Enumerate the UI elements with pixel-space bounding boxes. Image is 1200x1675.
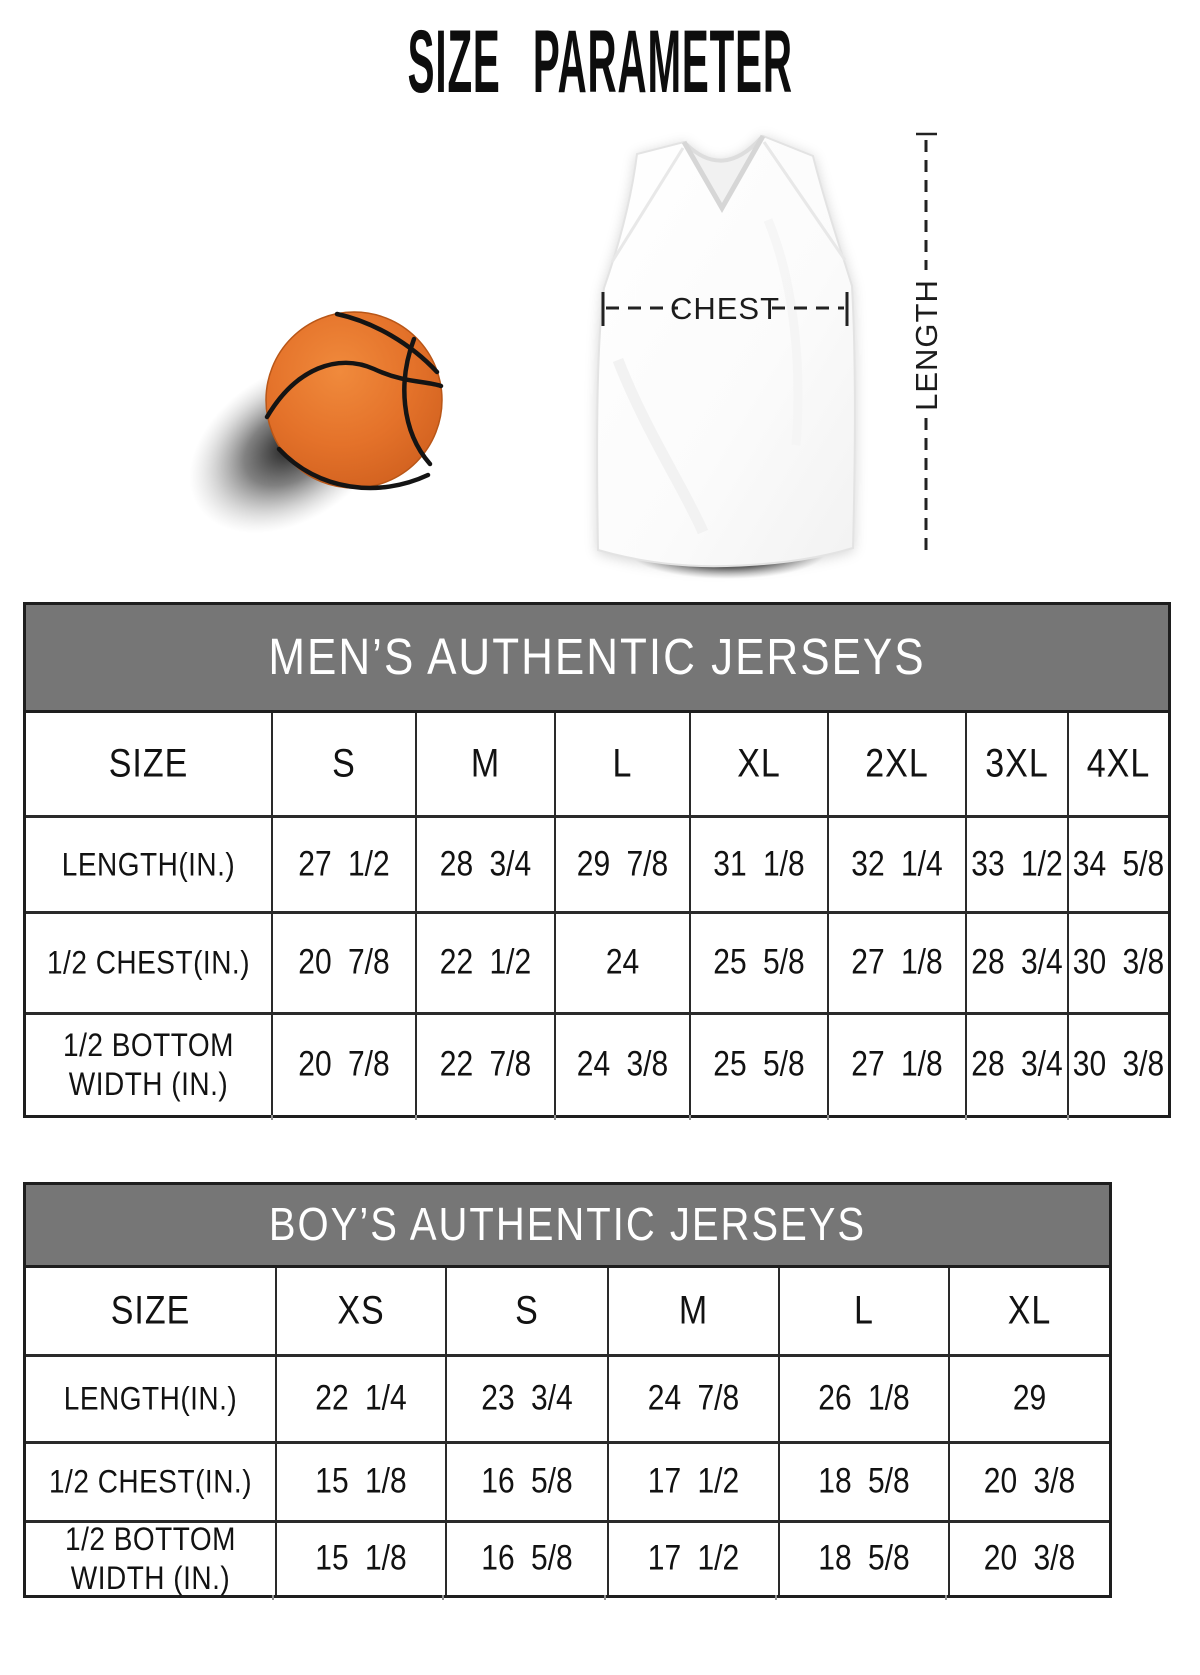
- chest-dimension-line: CHEST: [601, 291, 849, 326]
- mens-table-title: MEN’S AUTHENTIC JERSEYS: [268, 628, 926, 686]
- grid-tick-mark: [604, 1595, 606, 1600]
- value-cell: 26 1/8: [778, 1354, 948, 1441]
- table-header-cell: SIZE: [26, 713, 271, 815]
- value-cell: 28 3/4: [415, 815, 554, 911]
- value-cell: 22 1/4: [275, 1354, 445, 1441]
- grid-tick-mark: [689, 1115, 691, 1120]
- value-cell: 18 5/8: [778, 1520, 948, 1595]
- grid-tick-mark: [415, 1115, 417, 1120]
- boys-table-title-band: BOY’S AUTHENTIC JERSEYS: [26, 1185, 1109, 1268]
- grid-tick-mark: [272, 1595, 274, 1600]
- value-cell: 17 1/2: [607, 1441, 778, 1520]
- boys-size-table: BOY’S AUTHENTIC JERSEYS SIZE XS S M L XL…: [23, 1182, 1112, 1601]
- value-cell: 15 1/8: [275, 1520, 445, 1595]
- value-cell: 22 7/8: [415, 1012, 554, 1115]
- table-header-cell: SIZE: [26, 1268, 275, 1354]
- page-title-text: SIZE PARAMETER: [407, 14, 793, 113]
- value-cell: 15 1/8: [275, 1441, 445, 1520]
- grid-tick-marks: [26, 1115, 1168, 1121]
- table-header-cell: 3XL: [965, 713, 1067, 815]
- table-header-cell: 4XL: [1067, 713, 1168, 815]
- basketball-icon: [264, 311, 444, 491]
- row-label-cell: 1/2 CHEST(IN.): [26, 911, 271, 1012]
- chest-label: CHEST: [670, 291, 780, 326]
- value-cell: 24: [554, 911, 689, 1012]
- value-cell: 28 3/4: [965, 1012, 1067, 1115]
- grid-tick-mark: [554, 1115, 556, 1120]
- row-label-cell: 1/2 BOTTOM WIDTH (IN.): [26, 1520, 275, 1596]
- table-header-cell: XL: [689, 713, 827, 815]
- boys-size-grid: SIZE XS S M L XL LENGTH(IN.) 22 1/4 23 3…: [26, 1268, 1109, 1596]
- mens-size-table: MEN’S AUTHENTIC JERSEYS SIZE S M L XL 2X…: [23, 602, 1171, 1121]
- table-header-cell: XS: [275, 1268, 445, 1354]
- table-header-cell: M: [607, 1268, 778, 1354]
- value-cell: 32 1/4: [827, 815, 965, 911]
- boys-table-title: BOY’S AUTHENTIC JERSEYS: [268, 1199, 867, 1250]
- table-header-cell: M: [415, 713, 554, 815]
- value-cell: 34 5/8: [1067, 815, 1168, 911]
- value-cell: 29: [948, 1354, 1109, 1441]
- value-cell: 22 1/2: [415, 911, 554, 1012]
- row-label-cell: 1/2 CHEST(IN.): [26, 1441, 275, 1520]
- value-cell: 31 1/8: [689, 815, 827, 911]
- jersey-graphic: [596, 134, 856, 568]
- value-cell: 29 7/8: [554, 815, 689, 911]
- grid-tick-mark: [775, 1595, 777, 1600]
- value-cell: 24 7/8: [607, 1354, 778, 1441]
- row-label-cell: 1/2 BOTTOM WIDTH (IN.): [26, 1012, 271, 1115]
- grid-tick-mark: [965, 1115, 967, 1120]
- value-cell: 18 5/8: [778, 1441, 948, 1520]
- size-diagram: CHEST LENGTH: [189, 132, 944, 579]
- grid-tick-mark: [442, 1595, 444, 1600]
- value-cell: 20 7/8: [271, 911, 415, 1012]
- value-cell: 20 7/8: [271, 1012, 415, 1115]
- value-cell: 16 5/8: [445, 1520, 607, 1595]
- grid-tick-marks: [26, 1595, 1109, 1601]
- mens-table-title-band: MEN’S AUTHENTIC JERSEYS: [26, 605, 1168, 713]
- row-label-cell: LENGTH(IN.): [26, 815, 271, 911]
- value-cell: 33 1/2: [965, 815, 1067, 911]
- page-title: SIZE PARAMETER: [0, 15, 1200, 113]
- value-cell: 20 3/8: [948, 1520, 1109, 1595]
- value-cell: 17 1/2: [607, 1520, 778, 1595]
- value-cell: 30 3/8: [1067, 911, 1168, 1012]
- grid-tick-mark: [945, 1595, 947, 1600]
- table-header-cell: XL: [948, 1268, 1109, 1354]
- value-cell: 24 3/8: [554, 1012, 689, 1115]
- table-header-cell: 2XL: [827, 713, 965, 815]
- value-cell: 30 3/8: [1067, 1012, 1168, 1115]
- grid-tick-mark: [271, 1115, 273, 1120]
- table-header-cell: L: [778, 1268, 948, 1354]
- length-dimension-line: LENGTH: [909, 132, 944, 552]
- value-cell: 28 3/4: [965, 911, 1067, 1012]
- value-cell: 23 3/4: [445, 1354, 607, 1441]
- mens-size-grid: SIZE S M L XL 2XL 3XL 4XL LENGTH(IN.) 27…: [26, 713, 1168, 1115]
- value-cell: 20 3/8: [948, 1441, 1109, 1520]
- value-cell: 27 1/8: [827, 1012, 965, 1115]
- table-header-cell: S: [445, 1268, 607, 1354]
- value-cell: 27 1/2: [271, 815, 415, 911]
- value-cell: 25 5/8: [689, 911, 827, 1012]
- table-header-cell: L: [554, 713, 689, 815]
- grid-tick-mark: [1067, 1115, 1069, 1120]
- row-label-cell: LENGTH(IN.): [26, 1354, 275, 1441]
- table-header-cell: S: [271, 713, 415, 815]
- value-cell: 16 5/8: [445, 1441, 607, 1520]
- value-cell: 27 1/8: [827, 911, 965, 1012]
- grid-tick-mark: [827, 1115, 829, 1120]
- length-label: LENGTH: [909, 279, 944, 411]
- value-cell: 25 5/8: [689, 1012, 827, 1115]
